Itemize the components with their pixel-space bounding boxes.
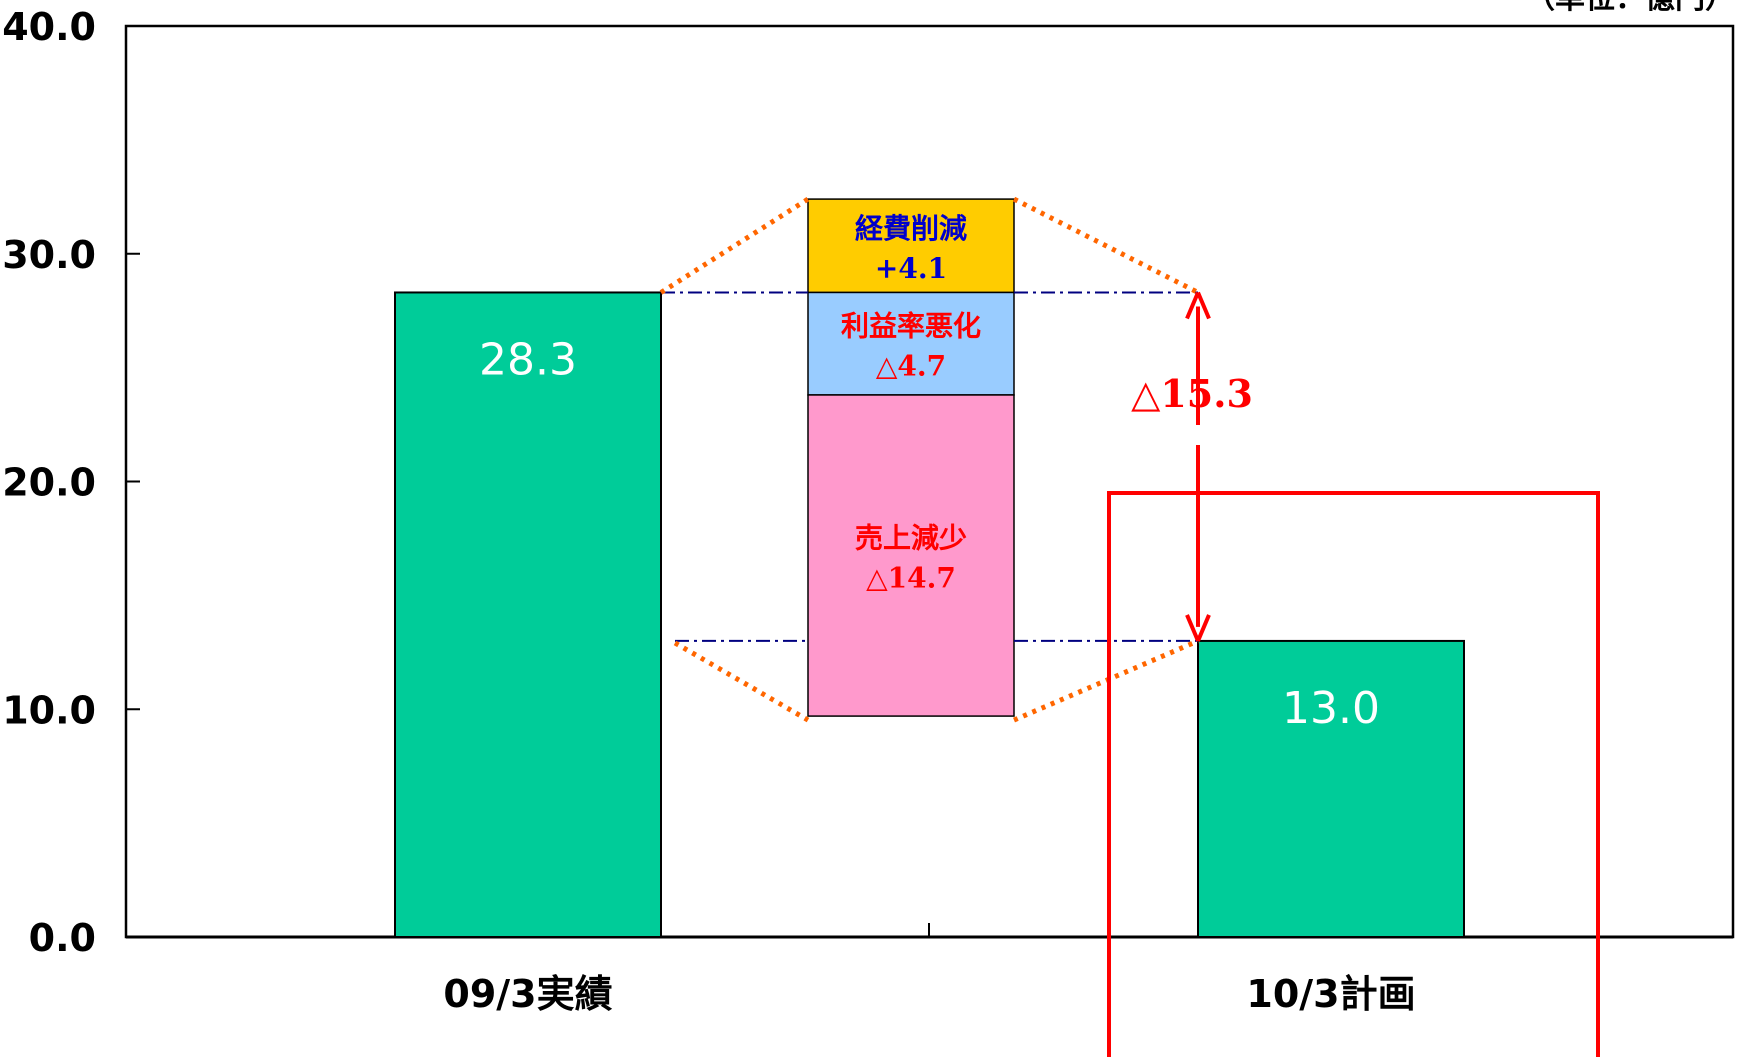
connector-line <box>1012 196 1200 295</box>
x-category-label: 09/3実績 <box>443 972 612 1016</box>
waterfall-segment <box>807 291 1015 396</box>
arrow-head-down <box>1185 614 1211 642</box>
connector-line <box>673 640 810 723</box>
y-tick-label: 30.0 <box>2 233 96 277</box>
waterfall-segment <box>807 198 1015 294</box>
y-tick-label: 0.0 <box>29 916 96 960</box>
difference-label: △15.3 <box>1131 371 1253 416</box>
arrow-head-up <box>1185 291 1211 320</box>
unit-label: （単位：億円） <box>1525 0 1735 16</box>
bar <box>394 291 662 938</box>
segment-name-label: 利益率悪化 <box>841 310 981 343</box>
bar-value-label: 13.0 <box>1282 683 1380 734</box>
x-category-label: 10/3計画 <box>1246 972 1415 1016</box>
segment-value-label: +4.1 <box>875 252 947 285</box>
segment-value-label: △14.7 <box>866 562 956 595</box>
waterfall-segment <box>807 394 1015 717</box>
y-tick-label: 20.0 <box>2 461 96 505</box>
segment-value-label: △4.7 <box>876 350 946 383</box>
bar <box>1197 639 1465 938</box>
segment-name-label: 売上減少 <box>855 522 967 555</box>
highlight-box <box>1107 491 1600 1057</box>
y-tick-label: 10.0 <box>2 688 96 732</box>
bar-value-label: 28.3 <box>479 334 577 385</box>
connector-line <box>1013 638 1199 723</box>
segment-name-label: 経費削減 <box>855 212 967 245</box>
y-tick-label: 40.0 <box>2 5 96 49</box>
connector-line <box>659 196 810 295</box>
